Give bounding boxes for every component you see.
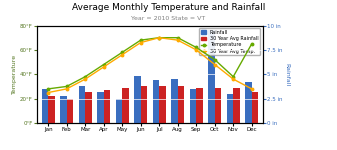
Bar [153,80,159,123]
30 Year Avg Temp. [139,42,143,43]
Bar [134,76,141,123]
Bar [79,86,85,123]
Temperature [65,85,69,87]
Bar [48,96,55,123]
Temperature [157,37,161,39]
Temperature [194,46,198,48]
Bar [42,89,48,123]
30 Year Avg Temp. [194,49,198,51]
30 Year Avg Temp. [102,66,106,68]
Bar [116,99,122,123]
Bar [85,92,92,123]
Bar [245,82,252,123]
Temperature [46,88,50,90]
Temperature [83,76,87,78]
30 Year Avg Temp. [157,37,161,39]
Bar [233,88,240,123]
Bar [141,86,147,123]
Temperature [102,64,106,65]
30 Year Avg Temp. [250,88,254,90]
Text: Year = 2010 State = VT: Year = 2010 State = VT [131,16,206,21]
Legend: Rainfall, 30 Year Avg Rainfall, Temperature, 30 Year Avg Temp.: Rainfall, 30 Year Avg Rainfall, Temperat… [199,28,261,56]
Bar [60,96,67,123]
Bar [97,92,104,123]
30 Year Avg Temp. [213,64,217,65]
Bar [122,88,129,123]
Temperature [120,51,124,53]
Temperature [213,59,217,60]
Y-axis label: Rainfall: Rainfall [284,63,289,86]
Temperature [176,37,180,39]
Y-axis label: Temperature: Temperature [12,54,17,94]
Bar [215,88,221,123]
Bar [171,79,178,123]
Bar [208,30,215,123]
Bar [196,88,203,123]
Bar [67,99,73,123]
Bar [227,94,233,123]
Line: Temperature: Temperature [47,36,253,90]
30 Year Avg Temp. [120,54,124,56]
Temperature [250,43,254,45]
30 Year Avg Temp. [231,78,235,80]
30 Year Avg Temp. [176,39,180,41]
Bar [159,86,166,123]
Bar [104,90,110,123]
30 Year Avg Temp. [46,92,50,93]
Text: Average Monthly Temperature and Rainfall: Average Monthly Temperature and Rainfall [72,3,265,12]
30 Year Avg Temp. [83,78,87,80]
Temperature [139,39,143,41]
Line: 30 Year Avg Temp.: 30 Year Avg Temp. [47,36,253,94]
Bar [190,89,196,123]
Temperature [231,76,235,78]
Bar [178,86,184,123]
30 Year Avg Temp. [65,88,69,90]
Bar [252,92,258,123]
